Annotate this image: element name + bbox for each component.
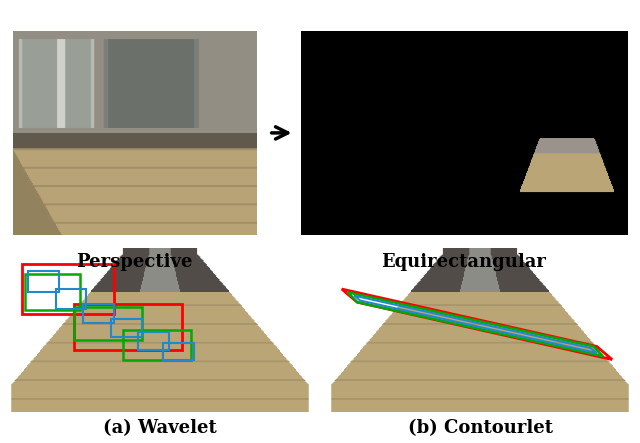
Bar	[22, 264, 114, 314]
Bar	[83, 304, 114, 323]
Bar	[123, 330, 191, 360]
Text: Equirectangular: Equirectangular	[381, 253, 547, 271]
Bar	[138, 332, 169, 350]
Text: Perspective: Perspective	[76, 253, 193, 271]
Bar	[28, 271, 59, 292]
Bar	[74, 307, 141, 340]
Bar	[111, 319, 141, 337]
Bar	[74, 304, 182, 350]
Bar	[163, 343, 194, 360]
Bar	[56, 289, 86, 309]
Bar	[25, 274, 80, 311]
Text: (b) Contourlet: (b) Contourlet	[408, 419, 552, 437]
Text: (a) Wavelet: (a) Wavelet	[103, 419, 217, 437]
